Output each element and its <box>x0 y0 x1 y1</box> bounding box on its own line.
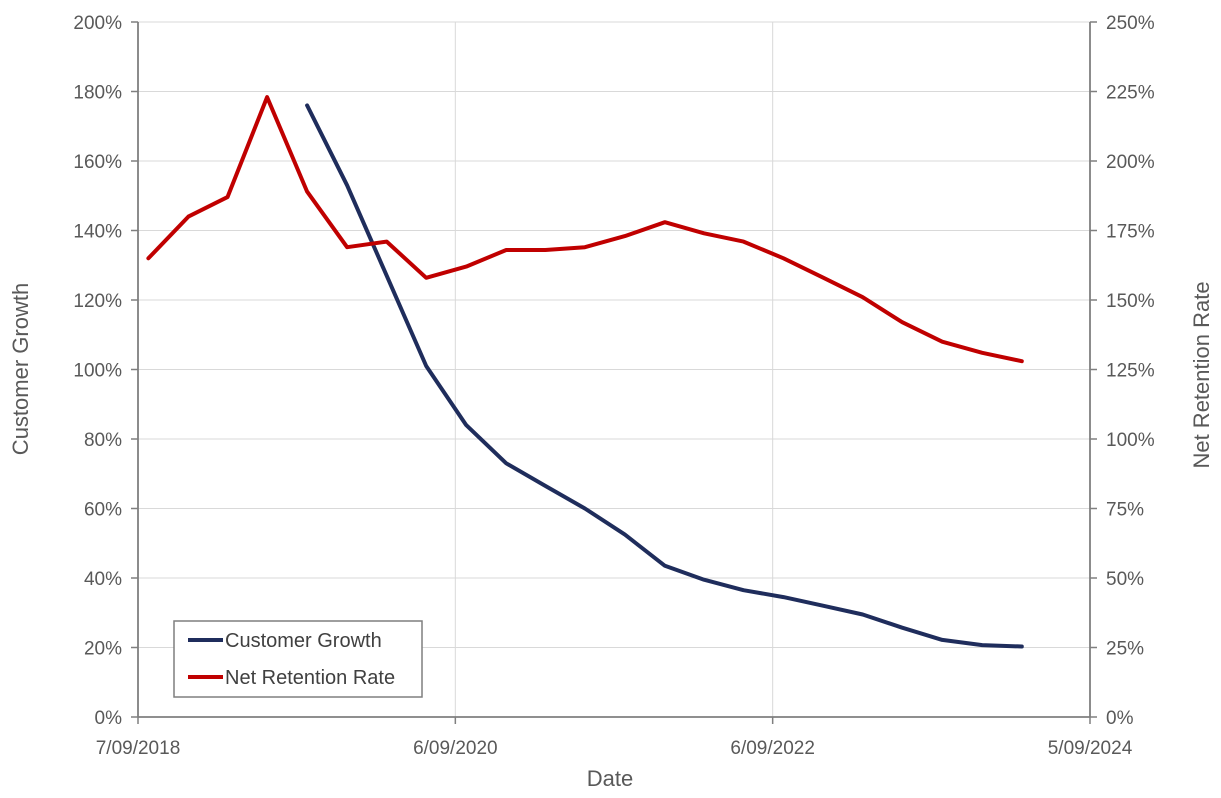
y-axis-title: Customer Growth <box>8 283 33 455</box>
y2-tick-label: 75% <box>1106 500 1144 521</box>
y-tick-label: 160% <box>73 152 122 173</box>
y2-tick-label: 175% <box>1106 222 1155 243</box>
y-tick-label: 180% <box>73 83 122 104</box>
x-tick-label: 7/09/2018 <box>96 738 181 759</box>
legend-label-net-retention-rate: Net Retention Rate <box>225 667 395 689</box>
y2-tick-label: 100% <box>1106 430 1155 451</box>
chart-tick-labels: 0% 0% 20% 25% 40% 50% 60% 75% 80% 100% 100% 125% 120… <box>73 13 1154 759</box>
series-line-customer-growth <box>305 103 1024 649</box>
x-tick-label: 6/09/2020 <box>413 738 498 759</box>
series-line-net-retention-rate <box>146 95 1024 364</box>
y2-tick-label: 0% <box>1106 708 1134 729</box>
y-tick-label: 40% <box>84 569 122 590</box>
y-tick-label: 120% <box>73 291 122 312</box>
chart-gridlines <box>138 21 1090 717</box>
y2-tick-label: 25% <box>1106 639 1144 660</box>
y2-tick-label: 225% <box>1106 83 1155 104</box>
y2-tick-label: 125% <box>1106 361 1155 382</box>
y2-tick-label: 250% <box>1106 13 1155 34</box>
y2-axis-title: Net Retention Rate <box>1189 281 1214 468</box>
y2-tick-label: 50% <box>1106 569 1144 590</box>
legend: Customer Growth Net Retention Rate <box>173 620 423 698</box>
x-tick-label: 5/09/2024 <box>1048 738 1133 759</box>
y-tick-label: 200% <box>73 13 122 34</box>
y-tick-label: 100% <box>73 361 122 382</box>
chart-axes <box>131 21 1097 724</box>
y-tick-label: 0% <box>95 708 123 729</box>
x-tick-label: 6/09/2022 <box>730 738 815 759</box>
legend-label-customer-growth: Customer Growth <box>225 630 382 652</box>
chart-series <box>146 95 1024 649</box>
y-tick-label: 20% <box>84 639 122 660</box>
y2-tick-label: 200% <box>1106 152 1155 173</box>
x-axis-title: Date <box>587 766 633 791</box>
y-tick-label: 80% <box>84 430 122 451</box>
legend-box <box>173 620 423 698</box>
y-tick-label: 60% <box>84 500 122 521</box>
y-tick-label: 140% <box>73 222 122 243</box>
y2-tick-label: 150% <box>1106 291 1155 312</box>
